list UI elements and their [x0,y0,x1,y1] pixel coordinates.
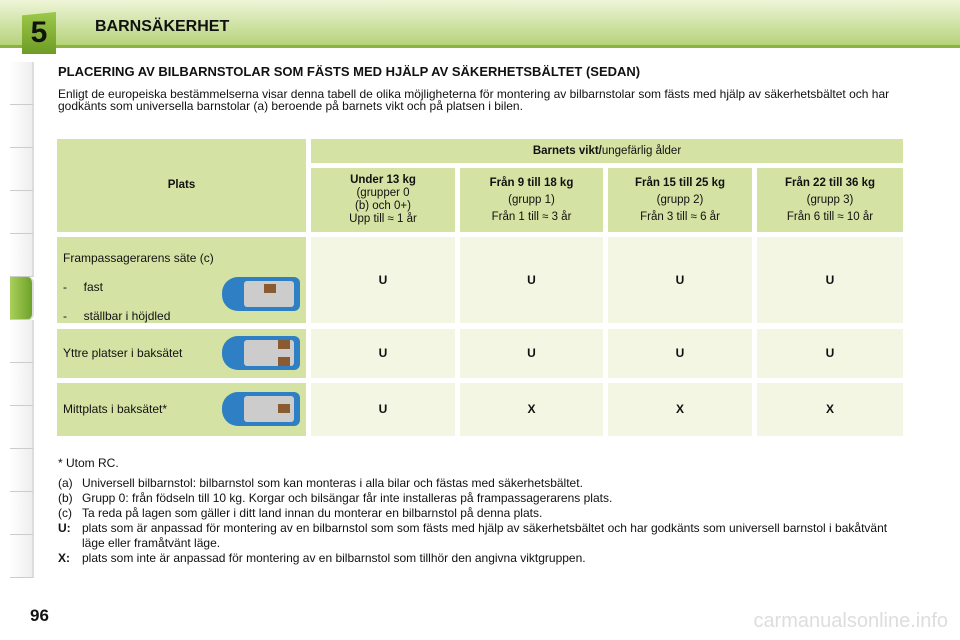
chapter-tabs [10,62,34,582]
col-age: Från 1 till ≈ 3 år [491,210,572,223]
chapter-tab[interactable] [10,320,34,363]
chapter-tab-active[interactable] [10,277,34,320]
car-seat-diagram [222,277,300,311]
footnote: (a) Universell bilbarnstol: bilbarnstol s… [58,476,908,491]
row-option: - ställbar i höjdled [63,309,171,323]
col-group: (grupp 1) [508,193,555,206]
col-group: (grupp 2) [656,193,704,206]
footnote-text: Grupp 0: från födseln till 10 kg. Korgar… [82,491,613,505]
col-weight: Från 9 till 18 kg [489,176,574,189]
footnote-text: Universell bilbarnstol: bilbarnstol som … [82,476,583,490]
footnote-key: (a) [58,476,73,490]
row-title: Yttre platser i baksätet [63,346,183,360]
suitability-cell: X [757,383,903,436]
footnote: U: plats som är anpassad för montering av… [58,521,908,551]
column-header: Från 15 till 25 kg (grupp 2) Från 3 till ≈… [608,168,752,232]
chapter-tab[interactable] [10,62,34,105]
suitability-cell: U [311,383,455,436]
col-age: Från 3 till ≈ 6 år [640,210,720,223]
chapter-number: 5 [22,12,56,54]
footnote-text: plats som är anpassad för montering av e… [82,521,888,550]
suitability-cell: X [608,383,752,436]
suitability-cell: X [460,383,603,436]
car-seat-diagram [222,392,300,426]
suitability-cell: U [460,329,603,378]
footnote-text: plats som inte är anpassad för montering… [82,551,586,565]
suitability-cell: U [311,237,455,323]
suitability-cell: U [608,237,752,323]
footnote-key: X: [58,551,70,565]
row-title: Frampassagerarens säte (c) [63,251,214,265]
footnote-key: (b) [58,491,73,505]
chapter-tab[interactable] [10,191,34,234]
column-header: Under 13 kg (grupper 0 (b) och 0+) Upp till… [311,168,455,232]
suitability-cell: U [757,329,903,378]
chapter-header: 5 BARNSÄKERHET [0,0,960,54]
group-header-bold: Barnets vikt/ [532,144,602,157]
suitability-cell: U [608,329,752,378]
footnote-star: * Utom RC. [58,456,119,470]
chapter-tab[interactable] [10,492,34,535]
chapter-title: BARNSÄKERHET [95,18,230,35]
plats-header: Plats [57,139,306,232]
col-group: (grupp 3) [806,193,854,206]
chapter-tab[interactable] [10,449,34,492]
chapter-tab[interactable] [10,535,34,578]
page-number: 96 [30,606,49,625]
group-header: Barnets vikt/ungefärlig ålder [311,139,903,163]
footnote-key: (c) [58,506,72,520]
col-age: Upp till ≈ 1 år [349,213,417,225]
chapter-tab[interactable] [10,105,34,148]
footnote-key: U: [58,521,71,535]
column-header: Från 22 till 36 kg (grupp 3) Från 6 till ≈… [757,168,903,232]
chapter-tab[interactable] [10,363,34,406]
row-label: Frampassagerarens säte (c) - fast - stäl… [57,237,306,323]
footnote: (b) Grupp 0: från födseln till 10 kg. Kor… [58,491,908,506]
intro-text: Enligt de europeiska bestämmelserna visa… [58,87,890,113]
col-group: (b) och 0+) [355,200,411,212]
footnote: (c) Ta reda på lagen som gäller i ditt la… [58,506,908,521]
car-seat-diagram [222,336,300,370]
suitability-cell: U [757,237,903,323]
row-label: Yttre platser i baksätet [57,329,306,378]
watermark: carmanualsonline.info [753,610,948,632]
group-header-rest: ungefärlig ålder [601,144,682,157]
row-label: Mittplats i baksätet* [57,383,306,436]
col-weight: Under 13 kg [350,174,416,186]
col-age: Från 6 till ≈ 10 år [786,210,874,223]
chapter-tab[interactable] [10,406,34,449]
col-group: (grupper 0 [356,187,410,199]
footnote-text: Ta reda på lagen som gäller i ditt land … [82,506,543,520]
footnote: X: plats som inte är anpassad för monteri… [58,551,908,566]
suitability-cell: U [460,237,603,323]
footnotes: * Utom RC. (a) Universell bilbarnstol: bi… [58,456,908,566]
chapter-tab[interactable] [10,148,34,191]
chapter-tab[interactable] [10,234,34,277]
suitability-cell: U [311,329,455,378]
column-header: Från 9 till 18 kg (grupp 1) Från 1 till ≈ … [460,168,603,232]
row-title: Mittplats i baksätet* [63,402,168,416]
row-option: - fast [63,280,104,294]
section-heading: PLACERING AV BILBARNSTOLAR SOM FÄSTS MED… [58,64,641,79]
col-weight: Från 22 till 36 kg [784,176,876,189]
col-weight: Från 15 till 25 kg [634,176,726,189]
